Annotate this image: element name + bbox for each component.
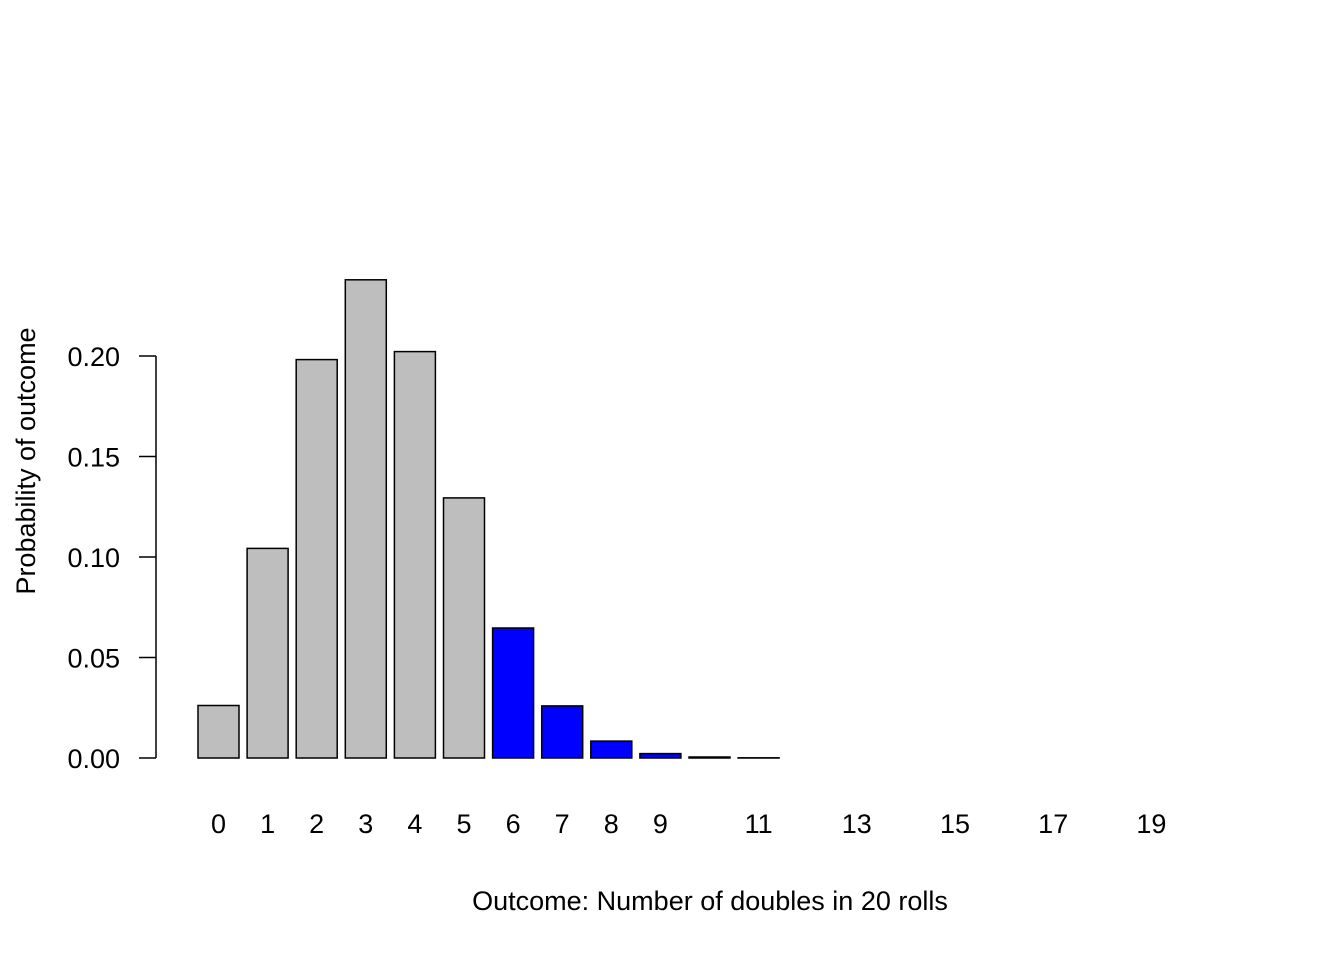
bar-2: [295, 358, 338, 759]
bar-10: [688, 756, 731, 759]
bars: [197, 279, 780, 759]
x-tick-label: 15: [940, 809, 970, 839]
x-axis-label: Outcome: Number of doubles in 20 rolls: [472, 886, 948, 916]
bar-3: [344, 279, 388, 759]
y-tick-label: 0.15: [67, 443, 120, 473]
x-tick-label: 4: [407, 809, 422, 839]
x-tick-label: 6: [506, 809, 521, 839]
y-tick-label: 0.05: [67, 644, 120, 674]
x-tick-label: 19: [1136, 809, 1166, 839]
bar-6: [491, 627, 535, 759]
bar-0: [197, 704, 240, 759]
y-tick-label: 0.20: [67, 342, 120, 372]
bar-9: [639, 752, 682, 759]
x-tick-label: 8: [604, 809, 619, 839]
x-tick-label: 7: [555, 809, 570, 839]
y-tick-label: 0.10: [67, 543, 120, 573]
x-tick-label: 17: [1038, 809, 1068, 839]
x-tick-label: 0: [211, 809, 226, 839]
y-axis-label: Probability of outcome: [11, 327, 41, 594]
bar-5: [442, 497, 486, 759]
x-tick-label: 1: [260, 809, 275, 839]
x-tick-label: 9: [653, 809, 668, 839]
bar-1: [246, 547, 289, 759]
x-tick-label: 5: [456, 809, 471, 839]
bar-7: [540, 705, 584, 759]
bar-8: [590, 740, 633, 759]
x-tick-label: 3: [358, 809, 373, 839]
x-tick-label: 13: [842, 809, 872, 839]
y-tick-label: 0.00: [67, 744, 120, 774]
bar-4: [393, 350, 437, 759]
x-axis-labels: 0 1 2 3 4 5 6 7 8 9 11 13 15 17 19: [211, 809, 1166, 839]
y-axis: 0.00 0.05 0.10 0.15 0.20: [67, 342, 157, 774]
x-tick-label: 2: [309, 809, 324, 839]
x-tick-label: 11: [745, 809, 773, 839]
